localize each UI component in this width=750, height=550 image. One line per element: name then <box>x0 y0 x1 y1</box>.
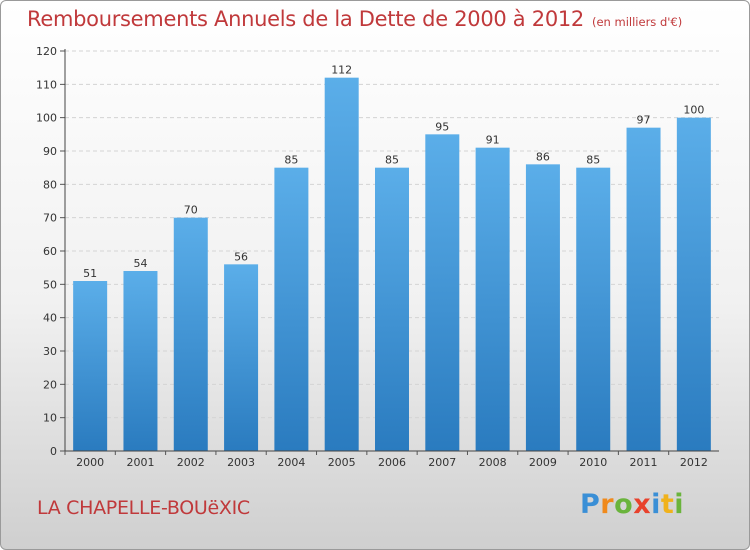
x-tick-label: 2005 <box>328 456 356 469</box>
bar-value-label: 100 <box>683 104 704 117</box>
x-axis-labels: 2000 2001 2002 2003 2004 2005 2006 2007 2008 2009… <box>64 451 708 469</box>
y-tick-label: 120 <box>36 45 57 58</box>
logo-letter: i <box>651 489 661 520</box>
bar-value-label: 85 <box>284 154 298 167</box>
y-tick-label: 0 <box>50 445 57 458</box>
y-tick-label: 70 <box>43 212 57 225</box>
axes <box>64 49 719 452</box>
x-tick-label: 2010 <box>579 456 607 469</box>
x-tick-label: 2004 <box>277 456 305 469</box>
chart-title: Remboursements Annuels de la Dette de 20… <box>27 7 682 31</box>
y-tick-label: 90 <box>43 145 57 158</box>
bar <box>123 271 158 451</box>
bar <box>475 147 510 451</box>
bar <box>324 77 359 452</box>
x-tick-label: 2008 <box>479 456 507 469</box>
y-tick-label: 20 <box>43 378 57 391</box>
unit-label: (en milliers d'€) <box>592 15 683 29</box>
bar-value-label: 112 <box>331 64 352 77</box>
y-tick-label: 60 <box>43 245 57 258</box>
x-tick-label: 2007 <box>428 456 456 469</box>
bar <box>375 167 409 451</box>
bar <box>626 127 661 452</box>
x-tick-label: 2002 <box>177 456 205 469</box>
x-tick-label: 2011 <box>630 456 658 469</box>
y-tick-label: 40 <box>43 312 57 325</box>
logo-letter: i <box>674 489 685 520</box>
bar <box>525 164 560 452</box>
y-tick-label: 80 <box>43 178 57 191</box>
x-tick-label: 2012 <box>680 456 708 469</box>
location-label: LA CHAPELLE-BOUëXIC <box>37 497 250 519</box>
bar <box>576 167 611 451</box>
chart-title-text: Remboursements Annuels de la Dette de 20… <box>27 7 584 31</box>
bar-value-label: 97 <box>637 114 651 127</box>
y-tick-label: 10 <box>43 412 57 425</box>
bar-value-label: 51 <box>83 267 97 280</box>
bar-value-label: 86 <box>536 150 550 163</box>
y-tick-label: 100 <box>36 112 57 125</box>
logo-letter: P <box>580 489 601 520</box>
bar-value-label: 91 <box>486 134 500 147</box>
bar-value-label: 95 <box>435 120 449 133</box>
bar-value-label: 85 <box>586 154 600 167</box>
logo-letter: r <box>600 489 615 520</box>
x-tick-label: 2009 <box>529 456 557 469</box>
bar <box>73 281 108 451</box>
bar <box>676 117 711 452</box>
bar-value-label: 70 <box>184 204 198 217</box>
y-tick-label: 110 <box>36 78 57 91</box>
y-tick-label: 50 <box>43 278 57 291</box>
bar <box>224 264 259 451</box>
logo-letter: o <box>614 489 634 520</box>
logo-letter: t <box>660 489 675 520</box>
y-tick-label: 30 <box>43 345 57 358</box>
x-tick-label: 2001 <box>126 456 154 469</box>
x-tick-label: 2006 <box>378 456 406 469</box>
x-tick-label: 2003 <box>227 456 255 469</box>
bar <box>173 217 208 451</box>
bar-value-label: 56 <box>234 250 248 263</box>
x-tick-label: 2000 <box>76 456 104 469</box>
y-axis-ticks: 0 10 20 30 40 50 60 70 80 90 100 110 120 <box>36 45 65 458</box>
proxiti-logo: Proxiti <box>580 489 684 520</box>
bars: 51 54 70 56 85 112 85 95 91 86 85 97 100 <box>73 64 711 452</box>
bar <box>274 167 309 451</box>
bar-value-label: 54 <box>133 257 147 270</box>
bar-value-label: 85 <box>385 154 399 167</box>
bar <box>425 134 460 452</box>
logo-letter: x <box>633 489 652 520</box>
